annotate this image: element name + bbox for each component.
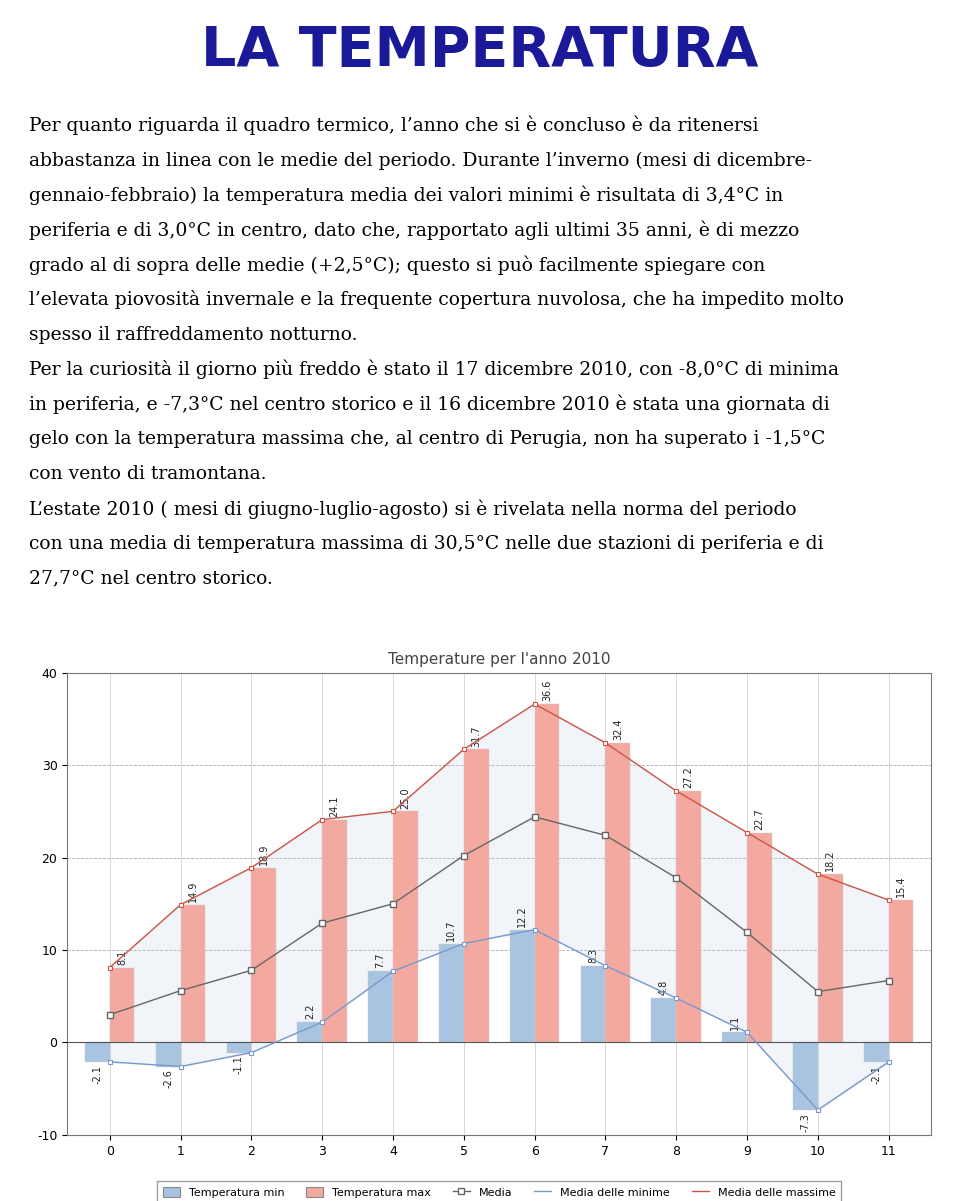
Text: 24.1: 24.1 <box>329 795 340 817</box>
Text: 31.7: 31.7 <box>471 725 481 747</box>
Text: Per la curiosità il giorno più freddo è stato il 17 dicembre 2010, con -8,0°C di: Per la curiosità il giorno più freddo è … <box>29 360 839 380</box>
Text: 2.2: 2.2 <box>304 1004 315 1020</box>
Bar <box>109 968 134 1042</box>
Bar <box>818 874 843 1042</box>
Text: 25.0: 25.0 <box>400 787 410 808</box>
Bar <box>369 972 393 1042</box>
Bar <box>652 998 676 1042</box>
Bar <box>323 819 347 1042</box>
Text: 22.7: 22.7 <box>755 808 764 830</box>
Text: con vento di tramontana.: con vento di tramontana. <box>29 465 266 483</box>
Text: -2.1: -2.1 <box>92 1064 103 1083</box>
Text: 27,7°C nel centro storico.: 27,7°C nel centro storico. <box>29 569 273 587</box>
Bar <box>393 812 418 1042</box>
Text: 18.9: 18.9 <box>259 843 269 865</box>
Bar <box>889 900 914 1042</box>
Text: 27.2: 27.2 <box>684 766 694 788</box>
Text: -2.6: -2.6 <box>163 1069 173 1088</box>
Text: 1.1: 1.1 <box>730 1015 739 1029</box>
Bar <box>252 867 276 1042</box>
Text: -7.3: -7.3 <box>801 1113 810 1131</box>
Bar <box>510 930 535 1042</box>
Text: 10.7: 10.7 <box>446 919 456 940</box>
Text: grado al di sopra delle medie (+2,5°C); questo si può facilmente spiegare con: grado al di sopra delle medie (+2,5°C); … <box>29 256 765 275</box>
Bar <box>722 1033 747 1042</box>
Text: 8.1: 8.1 <box>117 950 127 964</box>
Bar <box>793 1042 818 1110</box>
Text: 15.4: 15.4 <box>896 876 906 897</box>
Text: 12.2: 12.2 <box>517 906 527 927</box>
Text: spesso il raffreddamento notturno.: spesso il raffreddamento notturno. <box>29 325 357 343</box>
Bar <box>180 904 205 1042</box>
Text: 32.4: 32.4 <box>612 718 623 740</box>
Text: l’elevata piovosità invernale e la frequente copertura nuvolosa, che ha impedito: l’elevata piovosità invernale e la frequ… <box>29 291 844 310</box>
Bar <box>747 832 772 1042</box>
Text: con una media di temperatura massima di 30,5°C nelle due stazioni di periferia e: con una media di temperatura massima di … <box>29 534 824 552</box>
Bar <box>676 791 701 1042</box>
Bar <box>84 1042 109 1062</box>
Bar <box>464 749 489 1042</box>
Text: in periferia, e -7,3°C nel centro storico e il 16 dicembre 2010 è stata una gior: in periferia, e -7,3°C nel centro storic… <box>29 395 829 414</box>
Text: 36.6: 36.6 <box>542 680 552 701</box>
Text: gelo con la temperatura massima che, al centro di Perugia, non ha superato i -1,: gelo con la temperatura massima che, al … <box>29 430 826 448</box>
Bar <box>535 704 560 1042</box>
Title: Temperature per l'anno 2010: Temperature per l'anno 2010 <box>388 652 611 668</box>
Text: -1.1: -1.1 <box>234 1056 244 1074</box>
Text: 14.9: 14.9 <box>188 880 198 902</box>
Text: gennaio-febbraio) la temperatura media dei valori minimi è risultata di 3,4°C in: gennaio-febbraio) la temperatura media d… <box>29 185 783 205</box>
Text: L’estate 2010 ( mesi di giugno-luglio-agosto) si è rivelata nella norma del peri: L’estate 2010 ( mesi di giugno-luglio-ag… <box>29 500 797 519</box>
Bar <box>864 1042 889 1062</box>
Bar <box>581 966 606 1042</box>
Text: 18.2: 18.2 <box>826 850 835 872</box>
Text: Per quanto riguarda il quadro termico, l’anno che si è concluso è da ritenersi: Per quanto riguarda il quadro termico, l… <box>29 115 758 136</box>
Bar <box>227 1042 252 1052</box>
Text: 8.3: 8.3 <box>588 948 598 963</box>
Legend: Temperatura min, Temperatura max, Media, Media delle minime, Media delle massime: Temperatura min, Temperatura max, Media,… <box>157 1182 841 1201</box>
Bar <box>156 1042 180 1066</box>
Text: 7.7: 7.7 <box>375 952 386 968</box>
Text: -2.1: -2.1 <box>872 1064 881 1083</box>
Bar <box>439 944 464 1042</box>
Text: abbastanza in linea con le medie del periodo. Durante l’inverno (mesi di dicembr: abbastanza in linea con le medie del per… <box>29 151 812 169</box>
Text: periferia e di 3,0°C in centro, dato che, rapportato agli ultimi 35 anni, è di m: periferia e di 3,0°C in centro, dato che… <box>29 220 799 240</box>
Bar <box>298 1022 323 1042</box>
Text: 4.8: 4.8 <box>659 980 669 996</box>
Text: LA TEMPERATURA: LA TEMPERATURA <box>202 24 758 78</box>
Bar <box>606 743 630 1042</box>
